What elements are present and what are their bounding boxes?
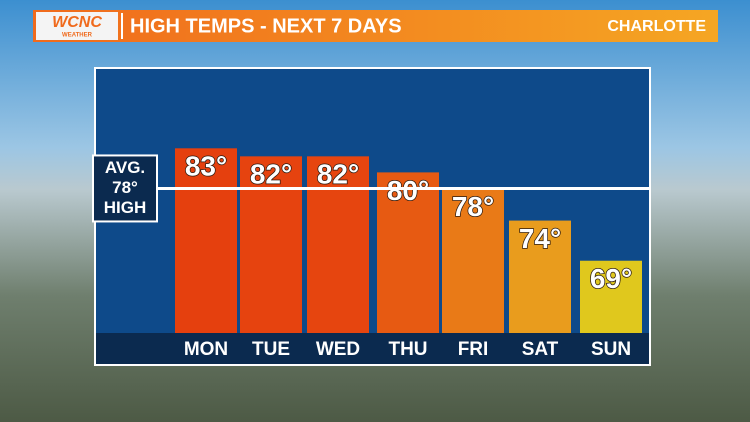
x-tick-label: THU: [388, 339, 427, 360]
value-label: 83°: [185, 151, 227, 182]
bar: [580, 260, 642, 333]
bar: [377, 172, 439, 333]
logo-sub: WEATHER: [62, 33, 93, 39]
value-label: 82°: [250, 159, 292, 190]
x-tick-label: TUE: [252, 339, 290, 360]
x-tick-label: WED: [316, 339, 360, 360]
x-tick-label: MON: [184, 339, 228, 360]
value-label: 80°: [387, 175, 429, 206]
logo: WCNC: [52, 14, 102, 31]
x-tick-label: FRI: [458, 339, 489, 360]
value-label: 78°: [452, 191, 494, 222]
value-label: 69°: [590, 263, 632, 294]
bar: [240, 156, 302, 333]
average-box: [92, 154, 158, 223]
value-label: 74°: [519, 223, 561, 254]
label-strip: [96, 333, 649, 364]
average-label: 78°: [112, 178, 138, 197]
average-label: AVG.: [105, 158, 145, 177]
bar: [442, 188, 504, 333]
logo-box: [36, 12, 118, 40]
average-label: HIGH: [104, 198, 147, 217]
bar: [307, 156, 369, 333]
location: CHARLOTTE: [607, 18, 706, 35]
x-tick-label: SAT: [522, 339, 559, 360]
x-tick-label: SUN: [591, 339, 631, 360]
chart-title: HIGH TEMPS - NEXT 7 DAYS: [130, 15, 402, 37]
bar: [509, 220, 571, 333]
title-bar: [33, 10, 718, 42]
value-label: 82°: [317, 159, 359, 190]
bar: [175, 148, 237, 333]
